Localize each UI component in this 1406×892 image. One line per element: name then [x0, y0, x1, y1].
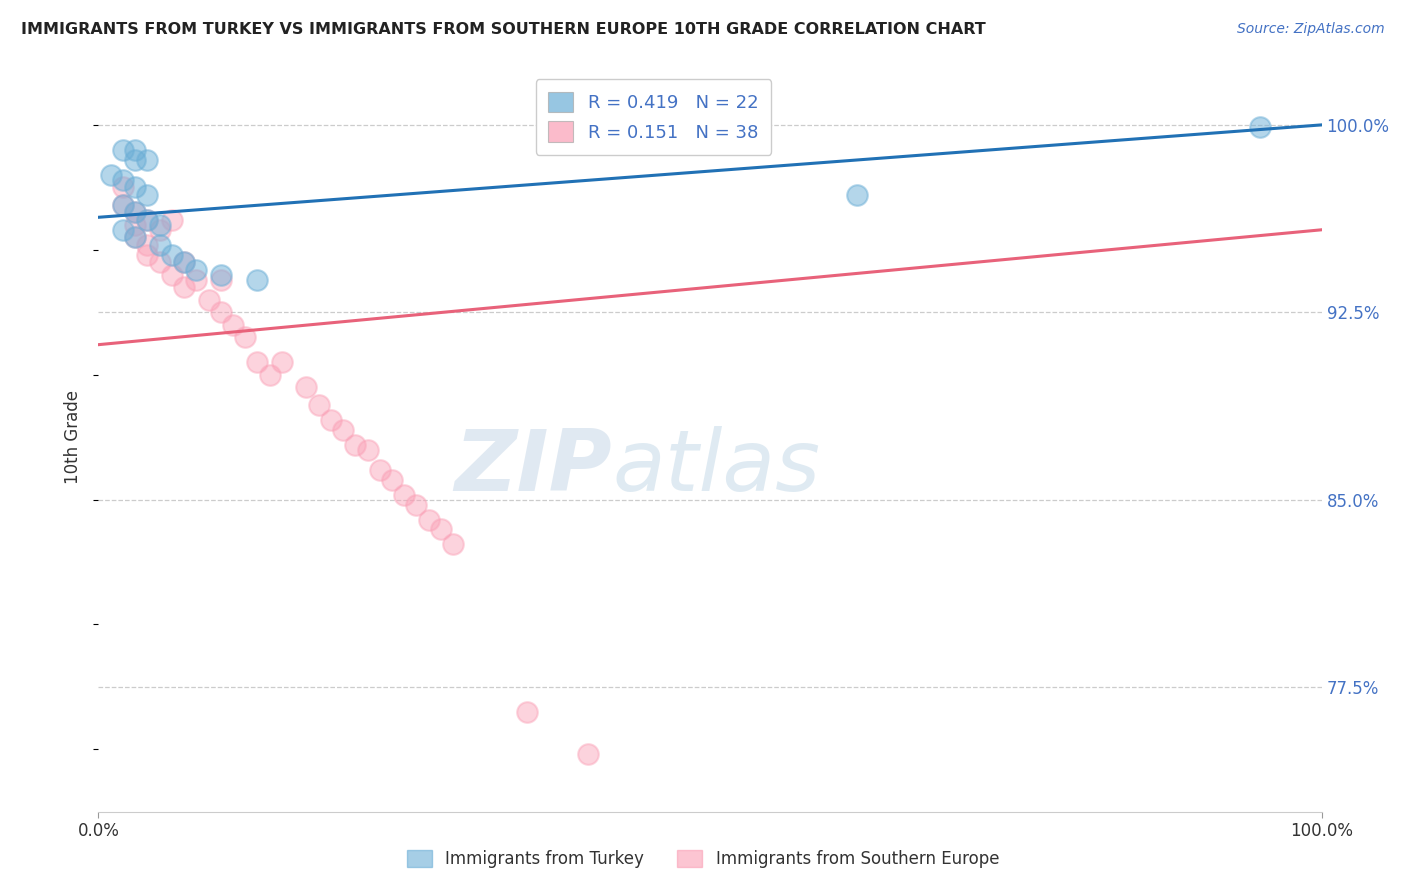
Point: [124, 143, 146, 157]
Text: ZIP: ZIP: [454, 425, 612, 508]
Point: [418, 512, 440, 526]
Point: [344, 437, 367, 451]
Point: [111, 198, 134, 212]
Point: [136, 237, 159, 252]
Point: [209, 273, 232, 287]
Point: [197, 293, 219, 307]
Point: [124, 153, 146, 167]
Point: [149, 255, 172, 269]
Y-axis label: 10th Grade: 10th Grade: [65, 390, 83, 484]
Point: [124, 180, 146, 194]
Point: [111, 173, 134, 187]
Point: [136, 212, 159, 227]
Point: [149, 237, 172, 252]
Point: [222, 318, 245, 332]
Point: [441, 537, 464, 551]
Point: [1249, 120, 1271, 135]
Legend: R = 0.419   N = 22, R = 0.151   N = 38: R = 0.419 N = 22, R = 0.151 N = 38: [536, 79, 772, 155]
Point: [124, 230, 146, 244]
Point: [356, 442, 378, 457]
Point: [111, 198, 134, 212]
Point: [173, 255, 195, 269]
Point: [233, 330, 256, 344]
Point: [149, 218, 172, 232]
Point: [124, 205, 146, 219]
Text: IMMIGRANTS FROM TURKEY VS IMMIGRANTS FROM SOUTHERN EUROPE 10TH GRADE CORRELATION: IMMIGRANTS FROM TURKEY VS IMMIGRANTS FRO…: [21, 22, 986, 37]
Point: [160, 268, 183, 282]
Point: [111, 180, 134, 194]
Point: [186, 262, 208, 277]
Point: [209, 305, 232, 319]
Point: [160, 212, 183, 227]
Point: [259, 368, 281, 382]
Point: [173, 280, 195, 294]
Point: [136, 153, 159, 167]
Point: [246, 273, 269, 287]
Point: [173, 255, 195, 269]
Point: [381, 473, 404, 487]
Point: [308, 398, 330, 412]
Point: [576, 747, 599, 762]
Point: [149, 223, 172, 237]
Point: [319, 412, 342, 426]
Point: [270, 355, 294, 369]
Point: [246, 355, 269, 369]
Point: [430, 523, 453, 537]
Point: [332, 423, 354, 437]
Point: [136, 187, 159, 202]
Legend: Immigrants from Turkey, Immigrants from Southern Europe: Immigrants from Turkey, Immigrants from …: [401, 843, 1005, 875]
Point: [124, 230, 146, 244]
Point: [209, 268, 232, 282]
Point: [845, 187, 868, 202]
Point: [136, 248, 159, 262]
Point: [124, 205, 146, 219]
Point: [295, 380, 318, 394]
Point: [368, 462, 391, 476]
Text: Source: ZipAtlas.com: Source: ZipAtlas.com: [1237, 22, 1385, 37]
Point: [124, 218, 146, 232]
Point: [392, 487, 416, 501]
Point: [136, 212, 159, 227]
Point: [405, 498, 427, 512]
Point: [111, 143, 134, 157]
Point: [160, 248, 183, 262]
Point: [100, 168, 122, 182]
Point: [515, 705, 537, 719]
Point: [186, 273, 208, 287]
Text: atlas: atlas: [612, 425, 820, 508]
Point: [111, 223, 134, 237]
